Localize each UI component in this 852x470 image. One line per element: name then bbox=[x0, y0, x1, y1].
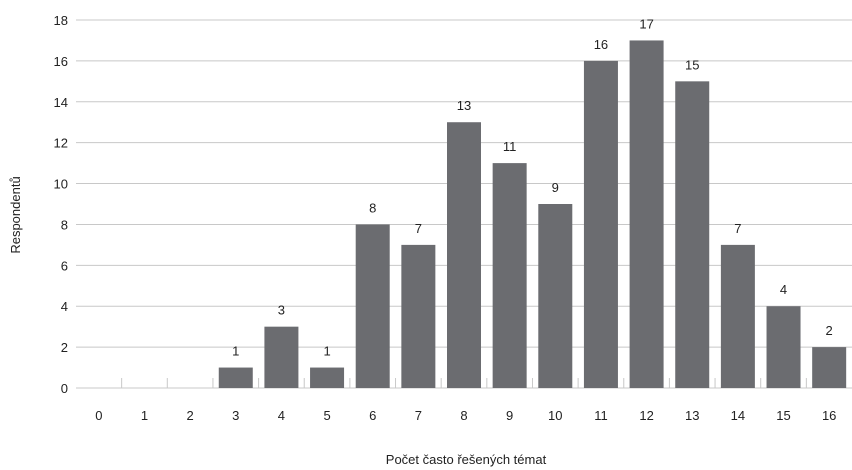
bars bbox=[218, 40, 847, 389]
x-tick-label: 4 bbox=[278, 408, 285, 423]
y-axis-title: Respondentů bbox=[8, 176, 23, 253]
bar-12 bbox=[629, 40, 664, 388]
x-tick-label: 16 bbox=[822, 408, 836, 423]
x-tick-label: 0 bbox=[95, 408, 102, 423]
data-label-3: 1 bbox=[232, 344, 239, 359]
data-label-6: 8 bbox=[369, 200, 376, 215]
y-tick-label: 10 bbox=[54, 177, 68, 192]
y-axis-ticks: 0 2 4 6 8 10 12 14 16 18 bbox=[54, 13, 68, 396]
bar-3 bbox=[218, 367, 253, 388]
data-label-13: 15 bbox=[685, 57, 699, 72]
x-tick-label: 8 bbox=[460, 408, 467, 423]
data-label-10: 9 bbox=[552, 180, 559, 195]
x-axis-ticks: 0 1 2 3 4 5 6 7 8 9 10 11 12 13 14 15 16 bbox=[95, 408, 836, 423]
bar-8 bbox=[447, 122, 481, 388]
x-tick-label: 15 bbox=[776, 408, 790, 423]
data-label-5: 1 bbox=[323, 344, 330, 359]
bar-4 bbox=[264, 326, 299, 388]
x-tick-label: 9 bbox=[506, 408, 513, 423]
bar-9 bbox=[492, 163, 527, 388]
data-label-9: 11 bbox=[503, 139, 517, 154]
y-tick-label: 14 bbox=[54, 95, 68, 110]
x-tick-label: 3 bbox=[232, 408, 239, 423]
data-label-4: 3 bbox=[278, 303, 285, 318]
x-tick-label: 7 bbox=[415, 408, 422, 423]
x-tick-label: 14 bbox=[731, 408, 745, 423]
data-label-12: 17 bbox=[639, 16, 653, 31]
x-tick-label: 6 bbox=[369, 408, 376, 423]
bar-16 bbox=[812, 347, 847, 388]
y-tick-label: 6 bbox=[61, 258, 68, 273]
y-tick-label: 16 bbox=[54, 54, 68, 69]
data-label-16: 2 bbox=[826, 323, 833, 338]
bar-14 bbox=[720, 244, 755, 388]
data-label-7: 7 bbox=[415, 221, 422, 236]
bar-15 bbox=[766, 306, 801, 388]
x-tick-label: 11 bbox=[594, 408, 608, 423]
x-tick-label: 10 bbox=[548, 408, 562, 423]
data-label-15: 4 bbox=[780, 282, 787, 297]
bar-11 bbox=[583, 60, 618, 389]
y-tick-label: 8 bbox=[61, 217, 68, 232]
x-tick-label: 2 bbox=[187, 408, 194, 423]
y-tick-label: 2 bbox=[61, 340, 68, 355]
data-label-14: 7 bbox=[734, 221, 741, 236]
x-tick-label: 5 bbox=[323, 408, 330, 423]
x-tick-label: 12 bbox=[639, 408, 653, 423]
bar-13 bbox=[675, 81, 710, 388]
data-label-11: 16 bbox=[594, 37, 608, 52]
y-tick-label: 4 bbox=[61, 299, 68, 314]
bar-10 bbox=[538, 204, 573, 388]
bar-7 bbox=[401, 244, 436, 388]
data-label-8: 13 bbox=[457, 98, 471, 113]
bar-5 bbox=[310, 367, 345, 388]
bar-6 bbox=[355, 224, 390, 388]
y-tick-label: 18 bbox=[54, 13, 68, 28]
x-axis-title: Počet často řešených témat bbox=[386, 452, 547, 467]
y-tick-label: 0 bbox=[61, 381, 68, 396]
x-tick-label: 1 bbox=[141, 408, 148, 423]
y-tick-label: 12 bbox=[54, 136, 68, 151]
x-tick-label: 13 bbox=[685, 408, 699, 423]
